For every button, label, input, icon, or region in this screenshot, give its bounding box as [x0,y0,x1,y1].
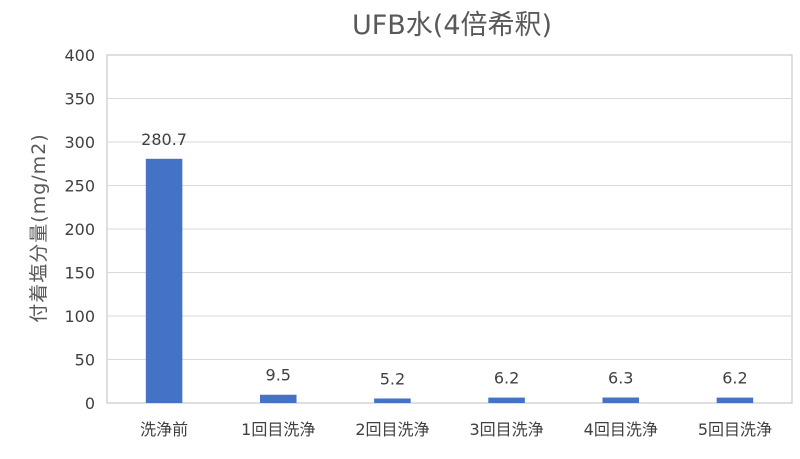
y-tick-label: 300 [64,133,95,152]
y-axis-label: 付着塩分量(mg/m2) [28,133,50,322]
x-category-label: 1回目洗浄 [241,420,315,439]
x-category-label: 4回目洗浄 [584,420,658,439]
chart-title: UFB水(4倍希釈) [352,10,552,41]
y-tick-label: 250 [64,177,95,196]
x-category-label: 3回目洗浄 [469,420,543,439]
bar [145,158,183,403]
x-axis-categories: 洗浄前 1回目洗浄 2回目洗浄 3回目洗浄 4回目洗浄 5回目洗浄 [140,420,772,439]
y-tick-label: 400 [64,46,95,65]
data-label: 6.2 [722,369,747,388]
bar [602,397,640,403]
data-label: 280.7 [141,130,187,149]
x-category-label: 5回目洗浄 [698,420,772,439]
y-tick-label: 350 [64,90,95,109]
gridlines [107,98,792,360]
data-labels: 280.7 9.5 5.2 6.2 6.3 6.2 [141,130,747,389]
bar [716,397,754,403]
data-label: 5.2 [380,369,405,388]
y-axis-ticks: 0 50 100 150 200 250 300 350 400 [64,46,95,413]
data-label: 9.5 [266,366,291,385]
x-category-label: 2回目洗浄 [355,420,429,439]
bar [488,397,525,403]
y-tick-label: 0 [85,394,95,413]
bar [374,398,411,403]
y-tick-label: 100 [64,307,95,326]
y-tick-label: 200 [64,220,95,239]
x-category-label: 洗浄前 [140,420,188,439]
y-tick-label: 150 [64,264,95,283]
bar [259,394,297,403]
data-label: 6.3 [608,369,633,388]
data-label: 6.2 [494,369,519,388]
y-tick-label: 50 [75,351,95,370]
bars [145,158,754,403]
